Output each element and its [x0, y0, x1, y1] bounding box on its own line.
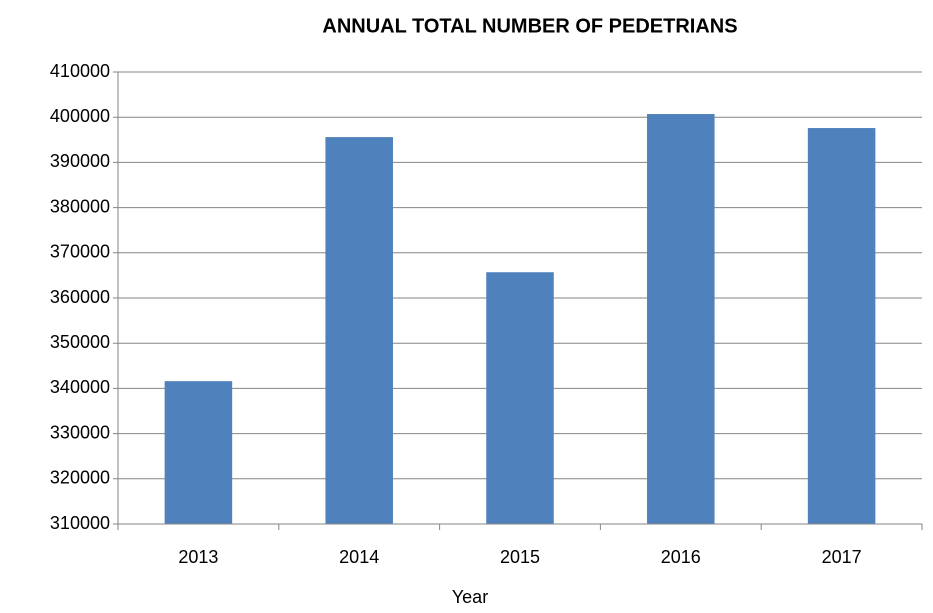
- x-axis-label: Year: [452, 587, 488, 607]
- y-tick-label: 410000: [50, 61, 110, 81]
- bar: [807, 128, 876, 524]
- y-tick-label: 390000: [50, 151, 110, 171]
- y-tick-label: 370000: [50, 242, 110, 262]
- y-tick-label: 350000: [50, 332, 110, 352]
- y-tick-label: 400000: [50, 106, 110, 126]
- x-tick-label: 2014: [339, 547, 379, 567]
- bar: [164, 381, 233, 524]
- x-tick-label: 2015: [500, 547, 540, 567]
- y-tick-label: 340000: [50, 377, 110, 397]
- y-tick-label: 330000: [50, 422, 110, 442]
- bar: [325, 137, 393, 524]
- bar: [486, 272, 554, 524]
- y-tick-label: 310000: [50, 513, 110, 533]
- x-tick-label: 2017: [822, 547, 862, 567]
- chart-title: ANNUAL TOTAL NUMBER OF PEDETRIANS: [322, 15, 737, 37]
- y-tick-label: 360000: [50, 287, 110, 307]
- x-tick-label: 2013: [178, 547, 218, 567]
- y-tick-label: 320000: [50, 468, 110, 488]
- bar: [647, 114, 715, 524]
- y-tick-label: 380000: [50, 196, 110, 216]
- x-tick-label: 2016: [661, 547, 701, 567]
